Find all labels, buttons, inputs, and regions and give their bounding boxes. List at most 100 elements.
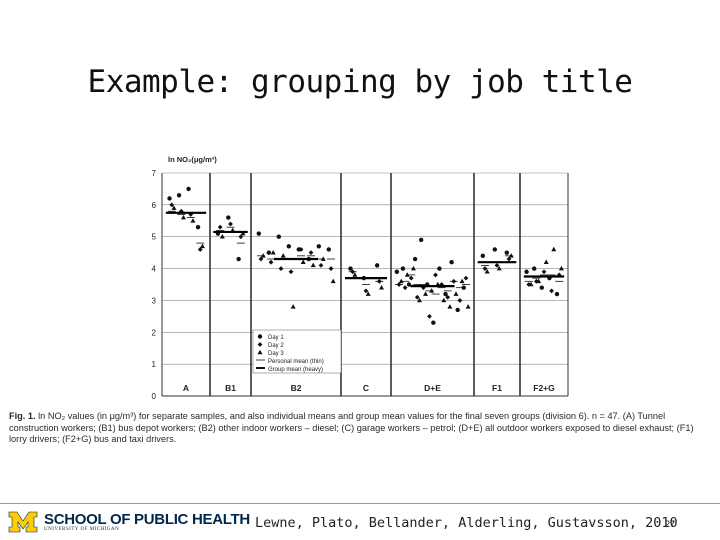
day-3-point (398, 278, 404, 284)
figure-caption: Fig. 1. ln NO₂ values (in μg/m³) for sep… (9, 411, 713, 446)
day-1-point (437, 266, 442, 271)
day-3-point (280, 253, 286, 258)
day-3-point (551, 246, 557, 252)
logo-main-text: SCHOOL OF PUBLIC HEALTH (44, 510, 250, 528)
slide-title: Example: grouping by job title (87, 64, 633, 100)
day-2-point (298, 247, 304, 252)
day-3-point (180, 214, 186, 220)
day-1-point (418, 237, 424, 243)
day-2-point (363, 288, 369, 294)
day-2-point (506, 256, 512, 262)
day-2-point (433, 272, 438, 278)
day-3-point (300, 259, 306, 264)
day-3-point (484, 269, 490, 274)
day-2-point (463, 275, 469, 281)
day-2-point (457, 298, 463, 303)
day-2-point (278, 266, 284, 271)
day-2-point (549, 288, 554, 294)
day-2-point (451, 278, 457, 284)
day-1-point (276, 234, 281, 239)
x-category-label: F1 (492, 383, 502, 393)
day-3-point (558, 265, 564, 271)
day-3-point (447, 304, 453, 309)
day-3-point (543, 259, 549, 264)
day-1-point (266, 250, 271, 255)
day-1-point (412, 256, 418, 262)
day-2-point (482, 266, 488, 271)
day-2-point (445, 294, 451, 300)
day-1-point (504, 250, 509, 255)
day-2-point (328, 266, 334, 271)
day-2-point (541, 269, 547, 275)
day-2-point (169, 202, 175, 208)
day-1-point (406, 282, 412, 287)
day-3-point (528, 281, 534, 287)
block-m-icon (8, 511, 38, 533)
day-3-point (260, 253, 266, 258)
day-2-point (439, 282, 445, 287)
university-logo[interactable]: SCHOOL OF PUBLIC HEALTH UNIVERSITY OF MI… (8, 510, 250, 534)
day-2-point (376, 278, 382, 284)
legend-marker-day-3 (257, 349, 263, 355)
day-3-point (310, 262, 316, 268)
citation: Lewne, Plato, Bellander, Alderling, Gust… (255, 515, 678, 531)
day-1-point (176, 193, 182, 198)
day-3-point (496, 265, 502, 271)
day-3-point (459, 278, 465, 284)
day-3-point (330, 278, 336, 284)
day-3-point (190, 218, 196, 223)
legend-entry-label: Day 1 (268, 335, 284, 341)
page-number: 27 (665, 519, 676, 529)
legend-entry-label: Day 3 (268, 351, 284, 357)
x-category-label: B1 (225, 383, 236, 393)
day-1-point (195, 224, 201, 230)
day-2-point (238, 234, 244, 240)
day-3-point (429, 288, 435, 293)
y-tick-label: 5 (152, 233, 157, 242)
y-tick-label: 1 (152, 360, 157, 369)
day-3-point (536, 278, 542, 284)
day-2-point (228, 221, 233, 227)
day-3-point (199, 243, 205, 249)
legend-box (252, 329, 342, 374)
x-category-label: C (363, 383, 369, 393)
scatter-chart: 0 1 2 3 4 5 6 7 ln NO₂(μg/m³) A B1 B2 C D+E F1 F2+G Day … (152, 155, 569, 401)
day-3-point (441, 297, 447, 303)
day-3-point (453, 291, 459, 296)
day-1-point (316, 244, 321, 249)
day-2-point (318, 262, 324, 268)
day-3-point (240, 230, 246, 236)
y-tick-label: 4 (152, 265, 157, 274)
day-3-point (365, 291, 371, 296)
day-1-point (167, 196, 172, 201)
day-1-point (256, 231, 261, 236)
day-1-point (431, 320, 436, 325)
day-3-point (290, 304, 296, 309)
day-2-point (408, 275, 414, 281)
day-3-point (171, 205, 177, 210)
day-3-point (410, 265, 416, 271)
day-1-point (286, 244, 291, 249)
day-3-point (416, 297, 422, 303)
day-1-point (539, 285, 544, 290)
day-1-point (394, 269, 400, 274)
day-1-point (236, 256, 241, 262)
day-1-point (449, 260, 454, 265)
y-tick-label: 7 (152, 169, 157, 178)
legend-marker-day-1 (257, 334, 263, 339)
logo-sub-text: UNIVERSITY OF MICHIGAN (44, 526, 120, 532)
day-1-point (480, 253, 485, 259)
day-3-point (508, 253, 514, 258)
day-1-point (532, 266, 537, 271)
x-category-label: F2+G (533, 383, 555, 393)
day-3-point (352, 272, 358, 277)
day-3-point (379, 284, 385, 290)
y-tick-label: 6 (152, 201, 157, 210)
caption-label: Fig. 1. (9, 411, 36, 421)
day-1-point (186, 186, 191, 192)
x-category-label: B2 (291, 383, 302, 393)
day-3-point (423, 291, 429, 296)
x-category-label: A (183, 383, 189, 393)
day-1-point (461, 285, 466, 290)
day-2-point (420, 285, 426, 291)
